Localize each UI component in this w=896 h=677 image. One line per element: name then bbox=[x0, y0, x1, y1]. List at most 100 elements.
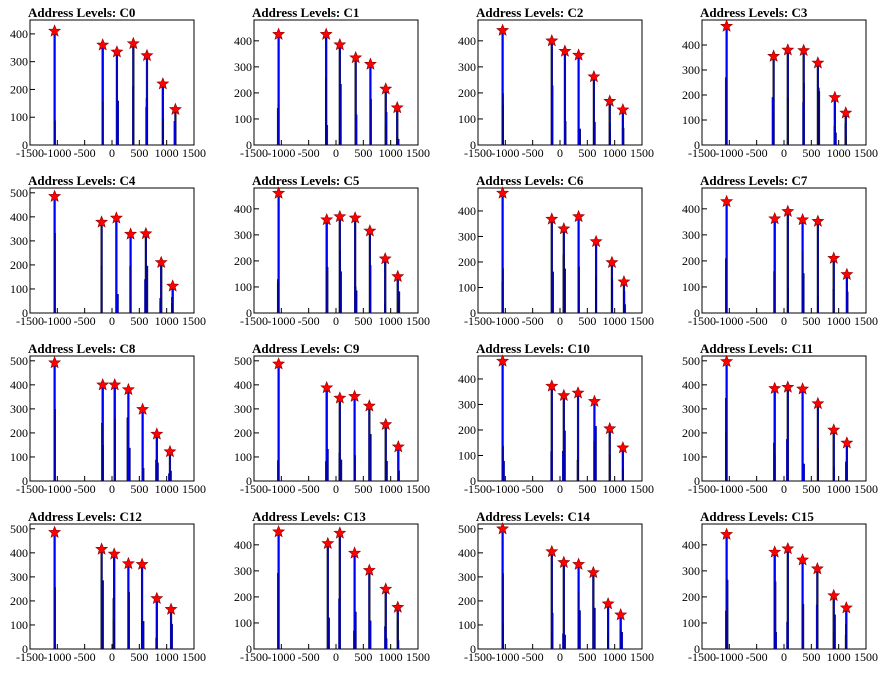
histogram-bar bbox=[54, 120, 56, 146]
y-tick-label: 0 bbox=[694, 138, 700, 152]
histogram-bar bbox=[385, 638, 388, 650]
panel-6: Address Levels: C6 0 100 200 300 400 -1500 -100… bbox=[458, 173, 654, 328]
peak-marker bbox=[150, 427, 164, 440]
histogram-bar bbox=[129, 265, 131, 314]
y-tick-label: 300 bbox=[10, 570, 28, 584]
x-tick-label: -500 bbox=[746, 314, 768, 328]
panel-15: Address Levels: C15 0 100 200 300 400 -1500 -10… bbox=[682, 509, 878, 664]
y-tick-label: 0 bbox=[22, 474, 28, 488]
histogram-bar bbox=[775, 632, 778, 650]
y-tick-label: 100 bbox=[682, 280, 700, 294]
panel-title: Address Levels: C10 bbox=[476, 341, 590, 356]
histogram-bar bbox=[835, 132, 837, 146]
y-tick-label: 400 bbox=[234, 378, 252, 392]
peak-marker bbox=[362, 563, 376, 576]
histogram-bar bbox=[576, 460, 579, 482]
panel-title: Address Levels: C5 bbox=[252, 173, 360, 188]
histogram-bar bbox=[162, 119, 165, 146]
peak-marker bbox=[558, 44, 572, 57]
peak-marker bbox=[587, 69, 601, 83]
x-tick-label: -1000 bbox=[43, 146, 71, 160]
histogram-bar bbox=[619, 629, 622, 650]
histogram-bar bbox=[277, 460, 279, 482]
histogram-bar bbox=[369, 265, 372, 314]
y-tick-label: 300 bbox=[234, 60, 252, 74]
y-tick-label: 0 bbox=[246, 474, 252, 488]
histogram-bar bbox=[594, 121, 596, 146]
peak-marker bbox=[840, 267, 854, 280]
histogram-bar bbox=[277, 367, 280, 482]
peak-marker bbox=[720, 19, 734, 32]
x-tick-label: 1500 bbox=[630, 314, 654, 328]
x-tick-label: -1000 bbox=[267, 314, 295, 328]
histogram-bar bbox=[145, 98, 148, 146]
x-tick-label: 1000 bbox=[603, 482, 627, 496]
peak-marker bbox=[603, 94, 617, 107]
panel-title: Address Levels: C13 bbox=[252, 509, 366, 524]
histogram-bar bbox=[354, 455, 356, 482]
peak-marker bbox=[781, 43, 795, 56]
peak-marker bbox=[545, 544, 559, 558]
y-tick-label: 200 bbox=[682, 88, 700, 102]
y-tick-label: 100 bbox=[234, 280, 252, 294]
peak-marker bbox=[572, 48, 586, 61]
x-tick-label: 0 bbox=[109, 314, 115, 328]
peak-marker bbox=[272, 186, 286, 199]
peak-marker bbox=[828, 90, 842, 104]
peak-marker bbox=[586, 565, 600, 579]
histogram-bar bbox=[562, 254, 565, 314]
peak-marker bbox=[605, 255, 619, 269]
x-tick-label: 500 bbox=[802, 146, 820, 160]
histogram-bar bbox=[54, 232, 56, 314]
x-tick-label: -1500 bbox=[688, 146, 716, 160]
peak-marker bbox=[272, 27, 286, 40]
y-tick-label: 300 bbox=[10, 234, 28, 248]
y-tick-label: 100 bbox=[234, 450, 252, 464]
peak-marker bbox=[796, 212, 810, 226]
y-tick-label: 100 bbox=[10, 110, 28, 124]
x-tick-label: -500 bbox=[522, 650, 544, 664]
y-tick-label: 0 bbox=[694, 306, 700, 320]
histogram-bar bbox=[624, 304, 627, 314]
histogram-bar bbox=[101, 423, 103, 482]
peak-marker bbox=[390, 100, 404, 114]
peak-marker bbox=[333, 391, 347, 404]
x-tick-label: 0 bbox=[781, 314, 787, 328]
y-tick-label: 400 bbox=[234, 538, 252, 552]
x-tick-label: 1000 bbox=[155, 482, 179, 496]
histogram-bar bbox=[276, 279, 279, 314]
panel-title: Address Levels: C11 bbox=[700, 341, 813, 356]
x-tick-label: 0 bbox=[557, 146, 563, 160]
histogram-bar bbox=[159, 302, 161, 314]
histogram-bar bbox=[845, 461, 847, 482]
x-tick-label: -500 bbox=[746, 650, 768, 664]
x-tick-label: 500 bbox=[130, 314, 148, 328]
y-tick-label: 300 bbox=[10, 402, 28, 416]
x-tick-label: 1500 bbox=[182, 146, 206, 160]
histogram-bar bbox=[725, 258, 727, 314]
y-tick-label: 200 bbox=[682, 254, 700, 268]
histogram-bar bbox=[384, 125, 387, 146]
y-tick-label: 100 bbox=[458, 112, 476, 126]
histogram-bar bbox=[170, 470, 172, 482]
y-tick-label: 400 bbox=[10, 546, 28, 560]
x-tick-label: -1000 bbox=[715, 314, 743, 328]
peak-marker bbox=[545, 34, 559, 47]
peak-marker bbox=[95, 215, 109, 228]
histogram-bar bbox=[114, 419, 116, 482]
peak-marker bbox=[811, 56, 825, 69]
x-tick-label: 1000 bbox=[827, 146, 851, 160]
x-tick-label: -1500 bbox=[464, 650, 492, 664]
y-tick-label: 500 bbox=[10, 186, 28, 200]
x-tick-label: -500 bbox=[74, 650, 96, 664]
peak-marker bbox=[797, 43, 811, 57]
peak-marker bbox=[720, 354, 734, 368]
x-tick-label: 500 bbox=[354, 314, 372, 328]
y-tick-label: 400 bbox=[458, 546, 476, 560]
peak-marker bbox=[496, 521, 510, 535]
peak-marker bbox=[110, 45, 124, 58]
histogram-bar bbox=[144, 279, 146, 314]
histogram-bar bbox=[551, 85, 554, 146]
histogram-bar bbox=[578, 266, 580, 314]
